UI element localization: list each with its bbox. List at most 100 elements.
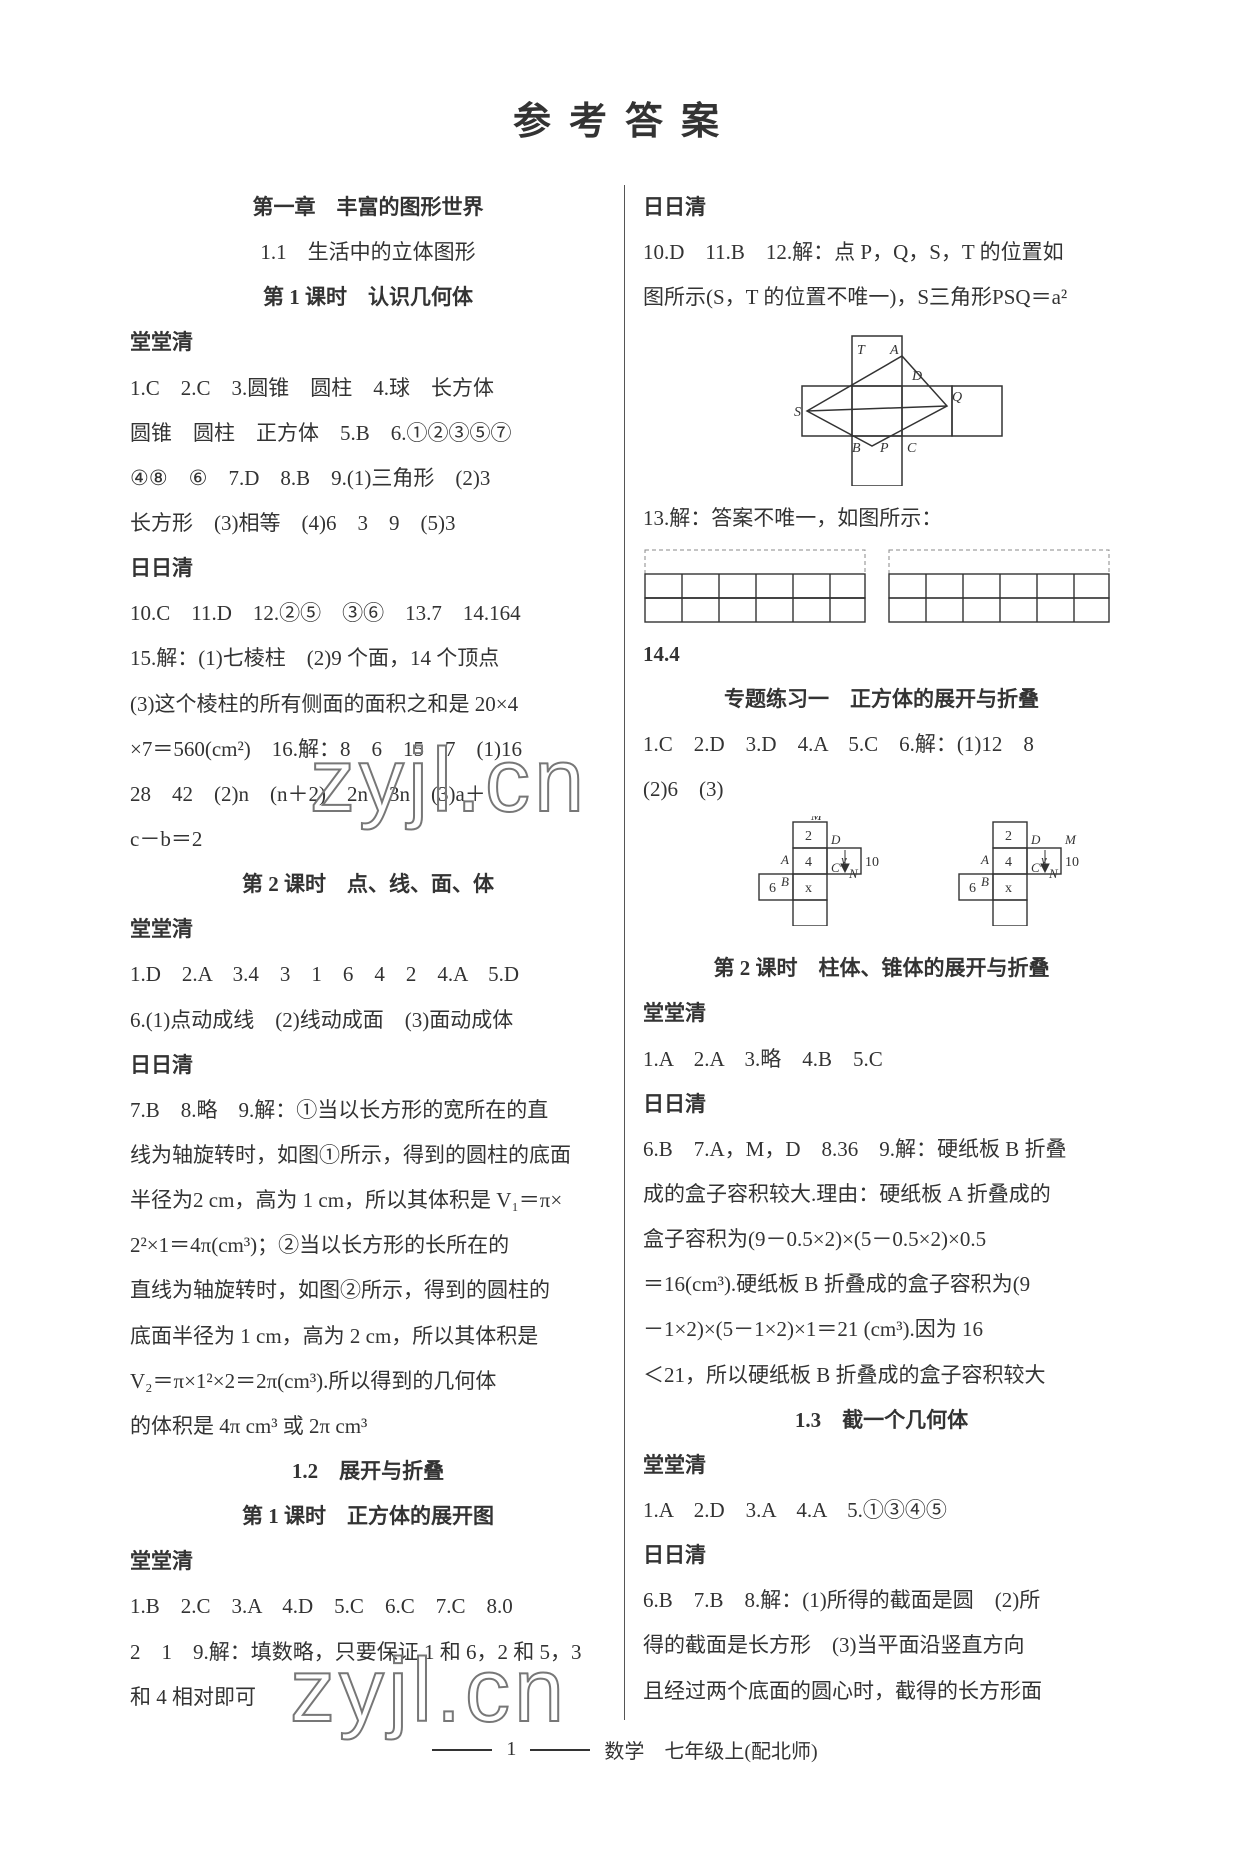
answer-line: 6.B 7.B 8.解：(1)所得的截面是圆 (2)所 <box>643 1578 1120 1623</box>
svg-text:2: 2 <box>1005 829 1012 844</box>
page-number: 1 <box>506 1738 516 1761</box>
answer-line: 2 1 9.解：填数略，只要保证 1 和 6，2 和 5，3 <box>130 1630 606 1675</box>
answer-line: 成的盒子容积较大.理由：硬纸板 A 折叠成的 <box>643 1172 1120 1217</box>
svg-text:4: 4 <box>1005 855 1012 870</box>
footer-rule-icon <box>530 1749 590 1751</box>
answer-line: 直线为轴旋转时，如图②所示，得到的圆柱的 <box>130 1268 606 1313</box>
lesson-1-title: 第 1 课时 认识几何体 <box>130 275 606 320</box>
svg-text:B: B <box>781 874 789 889</box>
answer-line: 10.D 11.B 12.解：点 P，Q，S，T 的位置如 <box>643 230 1120 275</box>
label-B: B <box>852 441 861 456</box>
label-P: P <box>879 441 889 456</box>
right-column: 日日清 10.D 11.B 12.解：点 P，Q，S，T 的位置如 图所示(S，… <box>625 185 1120 1720</box>
answer-line: 6.(1)点动成线 (2)线动成面 (3)面动成体 <box>130 998 606 1043</box>
label-A: A <box>889 343 899 358</box>
ririqing-header: 日日清 <box>643 1082 1120 1127</box>
tangtangqing-header: 堂堂清 <box>130 320 606 365</box>
tangtangqing-header: 堂堂清 <box>130 1539 606 1584</box>
svg-text:C: C <box>831 860 840 875</box>
label-T: T <box>857 343 866 358</box>
answer-line: c－b＝2 <box>130 817 606 862</box>
svg-text:N: N <box>848 866 859 881</box>
footer-rule-icon <box>432 1749 492 1751</box>
svg-text:M: M <box>1064 832 1077 847</box>
tangtangqing-header: 堂堂清 <box>130 907 606 952</box>
answer-line: 1.C 2.D 3.D 4.A 5.C 6.解：(1)12 8 <box>643 722 1120 767</box>
lesson-1-2-1-title: 第 1 课时 正方体的展开图 <box>130 1494 606 1539</box>
cube-net-boxes-diagram: 2 4 6 x 10 M D A B C N <box>643 816 1120 942</box>
svg-text:A: A <box>980 852 989 867</box>
lesson-2-2-title: 第 2 课时 柱体、锥体的展开与折叠 <box>643 946 1120 991</box>
lesson-2-title: 第 2 课时 点、线、面、体 <box>130 862 606 907</box>
answer-line: 圆锥 圆柱 正方体 5.B 6.①②③⑤⑦ <box>130 411 606 456</box>
answer-line: 且经过两个底面的圆心时，截得的长方形面 <box>643 1669 1120 1714</box>
answer-line: 盒子容积为(9－0.5×2)×(5－0.5×2)×0.5 <box>643 1217 1120 1262</box>
answer-line: 14.4 <box>643 632 1120 677</box>
svg-text:4: 4 <box>805 855 812 870</box>
answer-line: －1×2)×(5－1×2)×1＝21 (cm³).因为 16 <box>643 1307 1120 1352</box>
label-C: C <box>907 441 917 456</box>
tangtangqing-header: 堂堂清 <box>643 991 1120 1036</box>
answer-line: 和 4 相对即可 <box>130 1675 606 1720</box>
topic-1-title: 专题练习一 正方体的展开与折叠 <box>643 677 1120 722</box>
label-Q: Q <box>952 390 962 405</box>
ririqing-header: 日日清 <box>130 546 606 591</box>
svg-text:10: 10 <box>1065 855 1079 870</box>
svg-text:x: x <box>805 881 812 896</box>
answer-line: ＜21，所以硬纸板 B 折叠成的盒子容积较大 <box>643 1353 1120 1398</box>
page: 参考答案 第一章 丰富的图形世界 1.1 生活中的立体图形 第 1 课时 认识几… <box>0 0 1250 1814</box>
svg-text:D: D <box>830 832 841 847</box>
svg-text:6: 6 <box>969 881 976 896</box>
answer-line: 长方形 (3)相等 (4)6 3 9 (5)3 <box>130 501 606 546</box>
answer-line: 底面半径为 1 cm，高为 2 cm，所以其体积是 <box>130 1314 606 1359</box>
chapter-heading: 第一章 丰富的图形世界 <box>130 185 606 230</box>
svg-text:10: 10 <box>865 855 879 870</box>
section-1-2-title: 1.2 展开与折叠 <box>130 1449 606 1494</box>
svg-text:6: 6 <box>769 881 776 896</box>
answer-line: 2²×1＝4π(cm³)；②当以长方形的长所在的 <box>130 1223 606 1268</box>
answer-line: 10.C 11.D 12.②⑤ ③⑥ 13.7 14.164 <box>130 591 606 636</box>
answer-line: 线为轴旋转时，如图①所示，得到的圆柱的底面 <box>130 1133 606 1178</box>
tangtangqing-header: 堂堂清 <box>643 1443 1120 1488</box>
answer-line: ×7＝560(cm²) 16.解：8 6 15 7 (1)16 <box>130 727 606 772</box>
svg-text:M: M <box>810 816 823 823</box>
page-footer: 1 数学 七年级上(配北师) <box>130 1734 1120 1765</box>
answer-line: 1.A 2.A 3.略 4.B 5.C <box>643 1037 1120 1082</box>
answer-line: 图所示(S，T 的位置不唯一)，S三角形PSQ＝a² <box>643 275 1120 320</box>
svg-text:C: C <box>1031 860 1040 875</box>
svg-text:x: x <box>1005 881 1012 896</box>
answer-line: ＝16(cm³).硬纸板 B 折叠成的盒子容积为(9 <box>643 1262 1120 1307</box>
answer-line: 半径为2 cm，高为 1 cm，所以其体积是 V₁＝π× <box>130 1178 606 1223</box>
answer-line: ④⑧ ⑥ 7.D 8.B 9.(1)三角形 (2)3 <box>130 456 606 501</box>
answer-line: 1.C 2.C 3.圆锥 圆柱 4.球 长方体 <box>130 366 606 411</box>
net-grids-diagram <box>643 548 1120 626</box>
svg-text:N: N <box>1048 866 1059 881</box>
answer-line: V₂＝π×1²×2＝2π(cm³).所以得到的几何体 <box>130 1359 606 1404</box>
answer-line: 得的截面是长方形 (3)当平面沿竖直方向 <box>643 1623 1120 1668</box>
ririqing-header: 日日清 <box>130 1043 606 1088</box>
answer-line: 7.B 8.略 9.解：①当以长方形的宽所在的直 <box>130 1088 606 1133</box>
main-title: 参考答案 <box>130 90 1120 145</box>
section-1-3-title: 1.3 截一个几何体 <box>643 1398 1120 1443</box>
ririqing-header: 日日清 <box>643 1533 1120 1578</box>
answer-line: 1.B 2.C 3.A 4.D 5.C 6.C 7.C 8.0 <box>130 1584 606 1629</box>
ririqing-header: 日日清 <box>643 185 1120 230</box>
answer-line: 28 42 (2)n (n＋2) 2n 3n (3)a＋ <box>130 772 606 817</box>
cross-net-diagram: T A D Q S B P C <box>752 326 1012 486</box>
footer-label: 数学 七年级上(配北师) <box>604 1735 817 1764</box>
left-column: 第一章 丰富的图形世界 1.1 生活中的立体图形 第 1 课时 认识几何体 堂堂… <box>130 185 625 1720</box>
section-1-1-title: 1.1 生活中的立体图形 <box>130 230 606 275</box>
answer-line: 1.A 2.D 3.A 4.A 5.①③④⑤ <box>643 1488 1120 1533</box>
answer-line: (2)6 (3) <box>643 767 1120 812</box>
answer-line: 15.解：(1)七棱柱 (2)9 个面，14 个顶点 <box>130 636 606 681</box>
svg-text:A: A <box>780 852 789 867</box>
two-column-layout: 第一章 丰富的图形世界 1.1 生活中的立体图形 第 1 课时 认识几何体 堂堂… <box>130 185 1120 1720</box>
svg-text:D: D <box>1030 832 1041 847</box>
svg-text:B: B <box>981 874 989 889</box>
answer-line: (3)这个棱柱的所有侧面的面积之和是 20×4 <box>130 682 606 727</box>
answer-line: 1.D 2.A 3.4 3 1 6 4 2 4.A 5.D <box>130 952 606 997</box>
label-S: S <box>794 405 801 420</box>
answer-line: 的体积是 4π cm³ 或 2π cm³ <box>130 1404 606 1449</box>
svg-text:2: 2 <box>805 829 812 844</box>
label-D: D <box>911 369 922 384</box>
